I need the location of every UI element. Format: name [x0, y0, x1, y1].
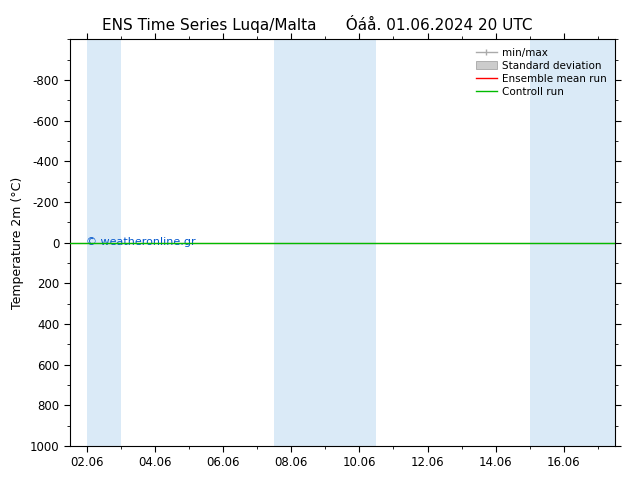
Y-axis label: Temperature 2m (°C): Temperature 2m (°C) [11, 176, 24, 309]
Text: ENS Time Series Luqa/Malta      Óáå. 01.06.2024 20 UTC: ENS Time Series Luqa/Malta Óáå. 01.06.20… [101, 15, 533, 33]
Legend: min/max, Standard deviation, Ensemble mean run, Controll run: min/max, Standard deviation, Ensemble me… [473, 45, 610, 100]
Bar [530, 39, 615, 446]
Bar [87, 39, 121, 446]
Text: © weatheronline.gr: © weatheronline.gr [86, 237, 196, 247]
Bar [274, 39, 377, 446]
